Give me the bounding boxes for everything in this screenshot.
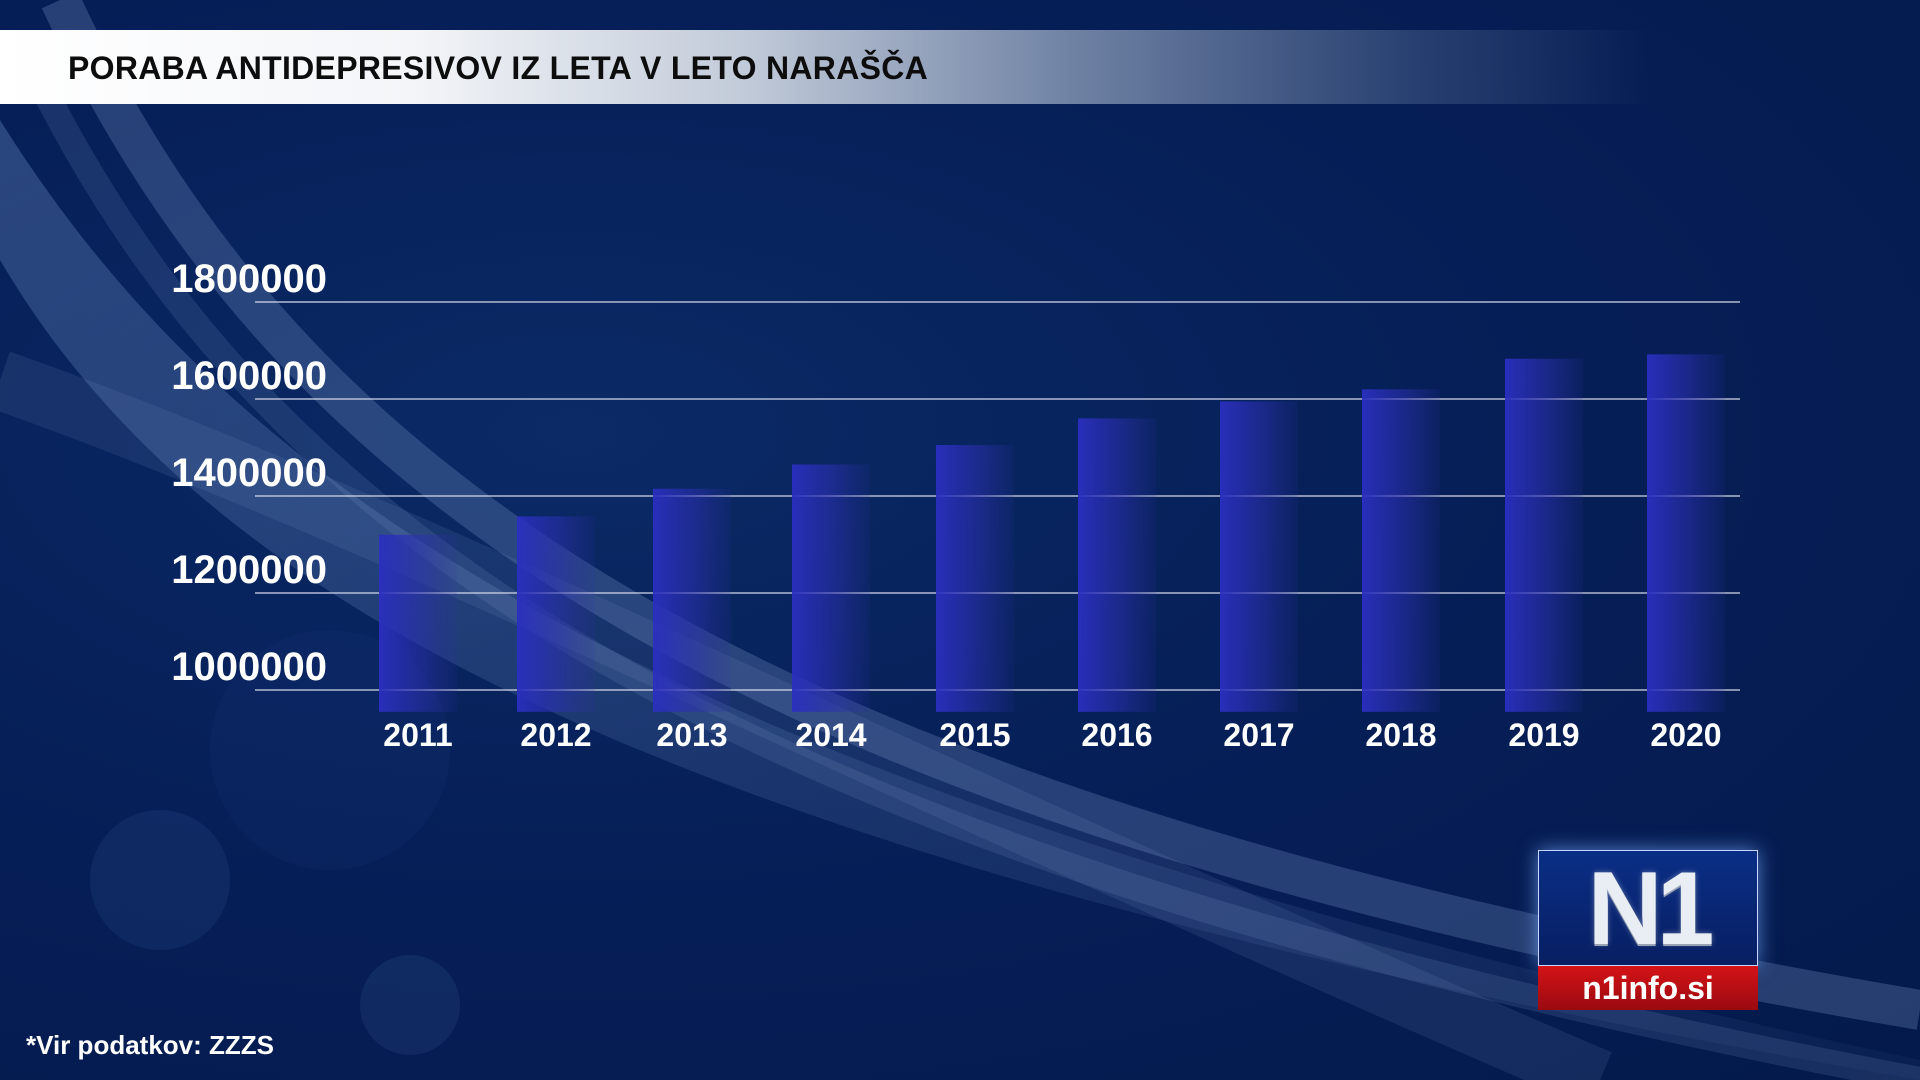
x-tick-label: 2013 — [656, 717, 727, 753]
y-tick-label: 1200000 — [171, 548, 327, 592]
bar-2018 — [1362, 389, 1440, 712]
chart-title: PORABA ANTIDEPRESIVOV IZ LETA V LETO NAR… — [68, 50, 929, 86]
y-tick-label: 1800000 — [171, 257, 327, 301]
bar-2017 — [1220, 401, 1298, 712]
x-tick-label: 2017 — [1223, 717, 1294, 753]
bar-2013 — [653, 488, 731, 712]
bar-2016 — [1078, 418, 1156, 712]
y-tick-label: 1600000 — [171, 354, 327, 398]
title-banner — [0, 30, 1650, 104]
bar-2014 — [792, 464, 870, 712]
x-tick-label: 2015 — [939, 717, 1010, 753]
x-tick-label: 2018 — [1365, 717, 1436, 753]
bar-2015 — [936, 445, 1014, 712]
logo-site-text: n1info.si — [1582, 970, 1714, 1006]
y-tick-label: 1400000 — [171, 451, 327, 495]
logo-top-panel: N1 — [1538, 850, 1758, 966]
x-tick-label: 2011 — [383, 717, 452, 753]
bar-2012 — [517, 516, 595, 712]
x-tick-label: 2016 — [1081, 717, 1152, 753]
logo-mark: N1 — [1587, 851, 1715, 967]
data-source-note: *Vir podatkov: ZZZS — [26, 1030, 274, 1060]
x-tick-label: 2019 — [1508, 717, 1579, 753]
bar-2019 — [1505, 358, 1583, 712]
bar-2020 — [1647, 354, 1725, 712]
x-tick-label: 2020 — [1650, 717, 1721, 753]
x-tick-label: 2014 — [795, 717, 866, 753]
n1-logo: N1 n1info.si — [1538, 850, 1758, 1014]
bar-2011 — [379, 534, 457, 712]
logo-site-banner: n1info.si — [1538, 966, 1758, 1010]
y-tick-label: 1000000 — [171, 645, 327, 689]
x-tick-label: 2012 — [520, 717, 591, 753]
